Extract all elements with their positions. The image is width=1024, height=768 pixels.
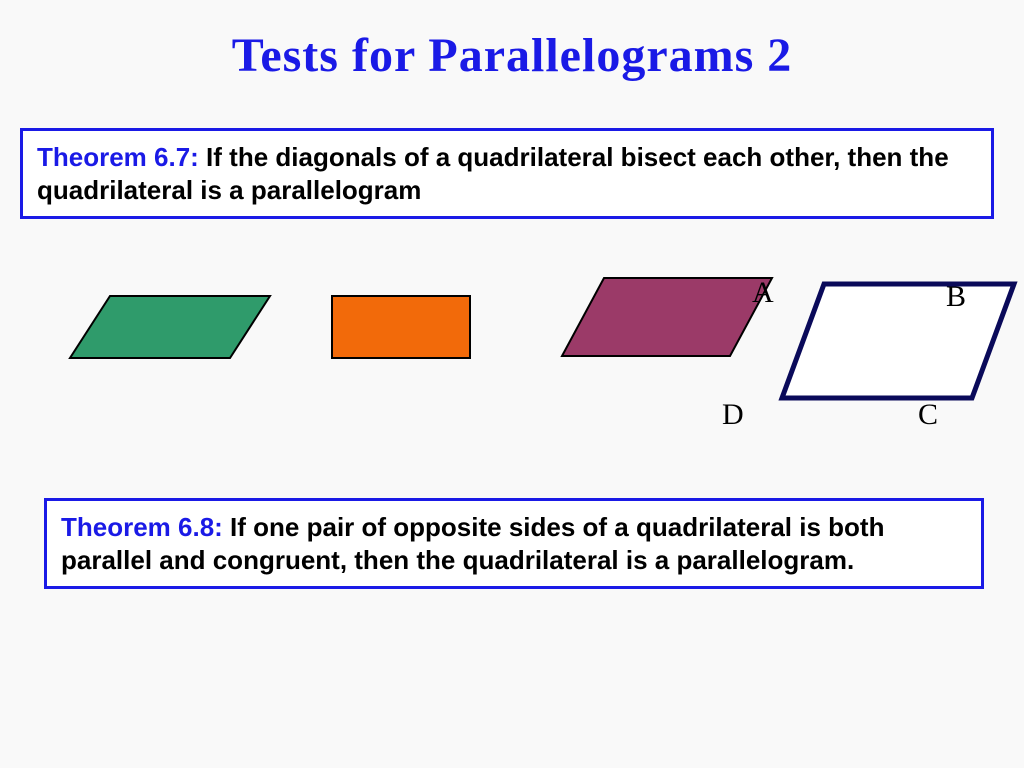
vertex-label-d: D xyxy=(722,398,744,432)
vertex-label-a: A xyxy=(752,276,774,310)
theorem-6-8-label: Theorem 6.8: xyxy=(61,512,223,542)
purple-parallelogram-icon xyxy=(558,274,776,360)
theorem-6-7-box: Theorem 6.7: If the diagonals of a quadr… xyxy=(20,128,994,219)
theorem-6-7-label: Theorem 6.7: xyxy=(37,142,199,172)
theorem-6-8-box: Theorem 6.8: If one pair of opposite sid… xyxy=(44,498,984,589)
green-parallelogram-icon xyxy=(66,292,274,362)
page-title: Tests for Parallelograms 2 xyxy=(0,0,1024,83)
outline-parallelogram-icon xyxy=(775,277,1021,405)
vertex-label-b: B xyxy=(946,280,966,314)
vertex-label-c: C xyxy=(918,398,938,432)
orange-rectangle-icon xyxy=(328,292,474,362)
